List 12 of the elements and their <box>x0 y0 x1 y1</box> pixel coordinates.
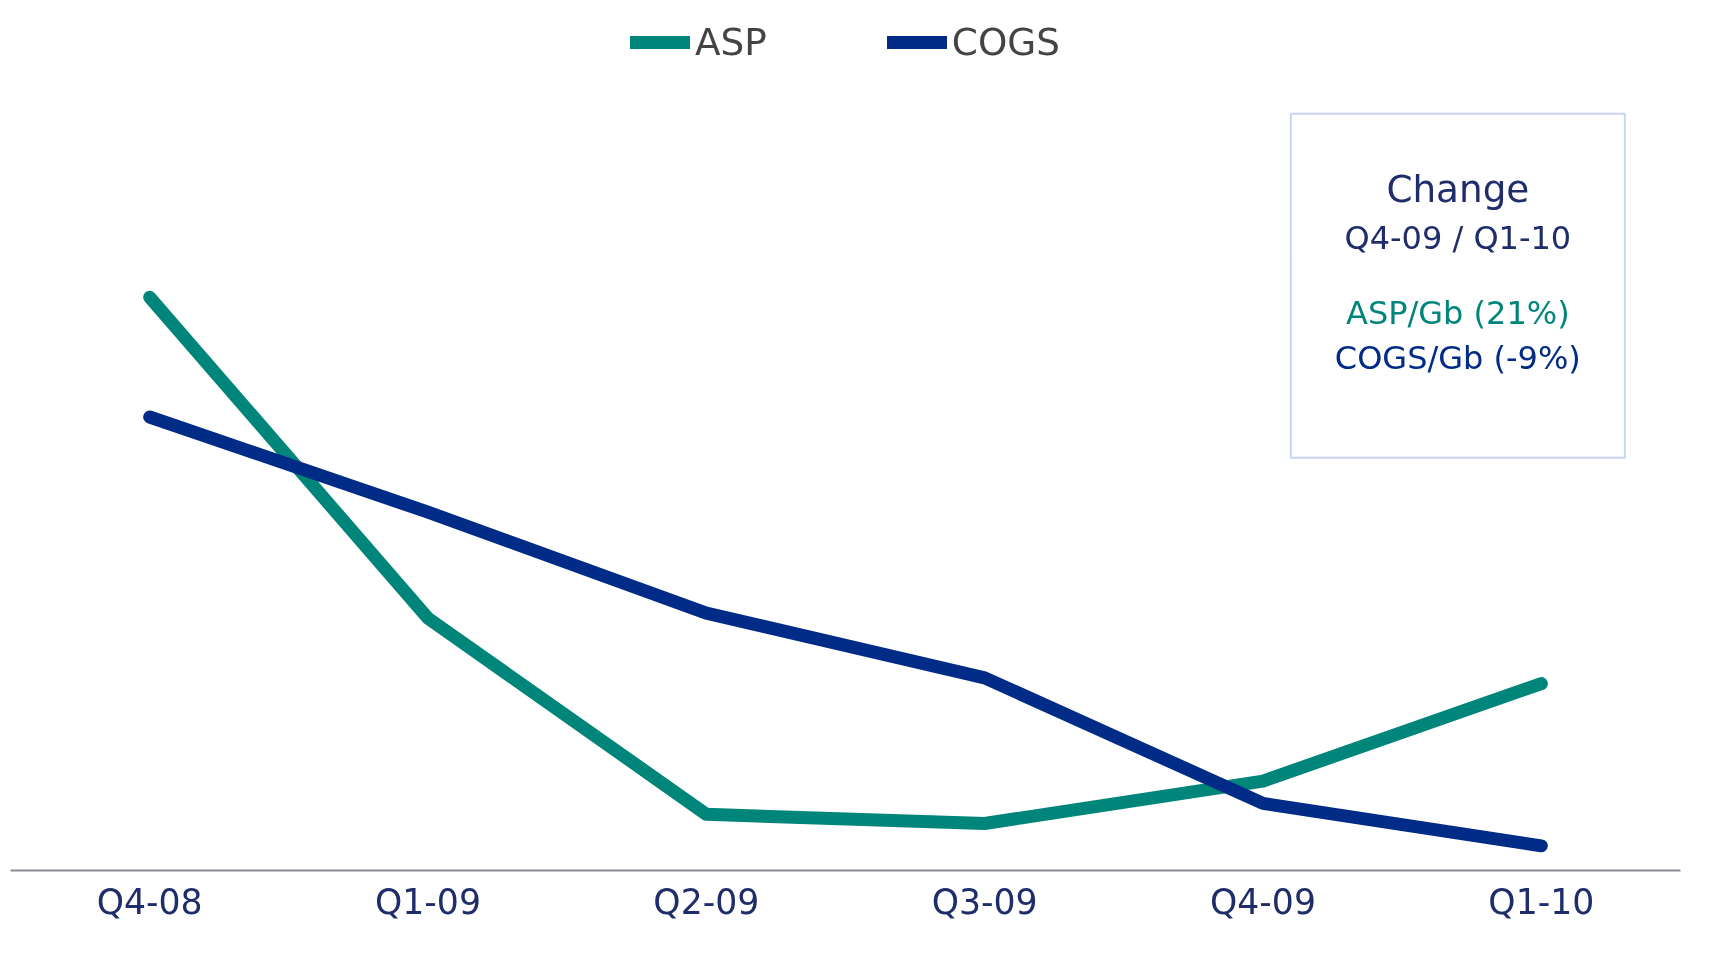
x-tick-label: Q1-10 <box>1488 881 1595 922</box>
text: Change <box>1386 167 1530 212</box>
legend-label: COGS <box>951 20 1060 64</box>
x-tick-label: Q1-09 <box>375 881 481 922</box>
x-tick-label: Q4-08 <box>96 881 203 922</box>
annotation: COGS/Gb (-9%) <box>1334 339 1581 378</box>
legend-label: ASP <box>695 20 767 64</box>
x-tick-label: Q3-09 <box>931 881 1038 922</box>
text: Q4-09 / Q1-10 <box>1344 219 1572 258</box>
x-tick-label: Q4-09 <box>1210 881 1316 922</box>
x-tick-label: Q2-09 <box>653 881 760 922</box>
annotation: ASP/Gb (21%) <box>1346 293 1570 332</box>
